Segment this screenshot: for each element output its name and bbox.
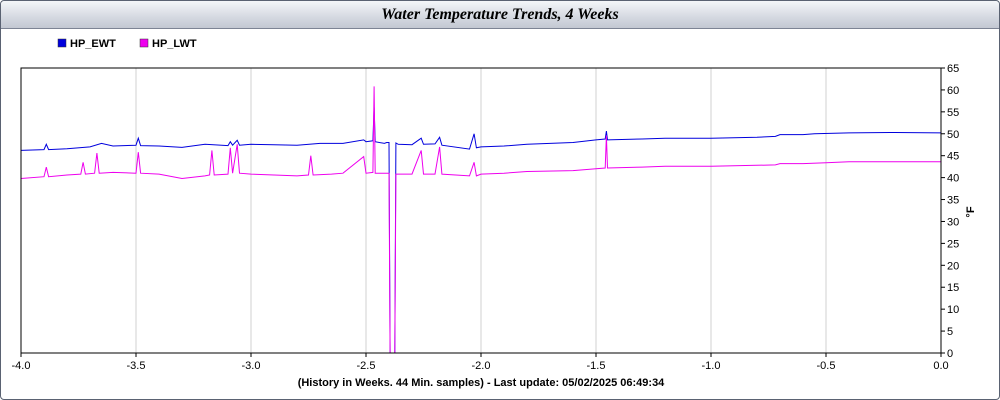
series-line-hp-lwt <box>20 86 941 354</box>
y-tick-label: 5 <box>947 326 953 338</box>
x-tick-label: 0.0 <box>933 360 948 372</box>
y-tick-label: 50 <box>947 129 959 141</box>
legend-swatch <box>139 38 149 48</box>
x-tick-label: -3.0 <box>242 360 261 372</box>
x-tick-label: -2.5 <box>357 360 376 372</box>
y-tick-label: 15 <box>947 282 959 294</box>
title-bar: Water Temperature Trends, 4 Weeks <box>1 1 999 29</box>
y-tick-label: 30 <box>947 216 959 228</box>
y-tick-label: 60 <box>947 85 959 97</box>
y-tick-label: 40 <box>947 173 959 185</box>
x-tick-label: -1.0 <box>702 360 721 372</box>
x-axis-caption: (History in Weeks. 44 Min. samples) - La… <box>298 377 665 389</box>
x-tick-label: -0.5 <box>817 360 836 372</box>
x-tick-label: -2.0 <box>472 360 491 372</box>
y-tick-label: 35 <box>947 195 959 207</box>
plot-border <box>20 67 942 354</box>
x-tick-label: -4.0 <box>12 360 31 372</box>
legend-label: HP_EWT <box>70 38 116 50</box>
y-tick-label: 10 <box>947 304 959 316</box>
x-tick-label: -1.5 <box>587 360 606 372</box>
y-tick-label: 55 <box>947 107 959 119</box>
legend-swatch <box>57 38 67 48</box>
y-tick-label: 0 <box>947 348 953 360</box>
y-tick-label: 45 <box>947 151 959 163</box>
x-tick-label: -3.5 <box>127 360 146 372</box>
legend-label: HP_LWT <box>152 38 197 50</box>
y-tick-label: 65 <box>947 63 959 75</box>
y-tick-label: 20 <box>947 260 959 272</box>
y-axis-label: °F <box>965 206 977 217</box>
y-tick-label: 25 <box>947 238 959 250</box>
chart-title: Water Temperature Trends, 4 Weeks <box>381 6 619 23</box>
